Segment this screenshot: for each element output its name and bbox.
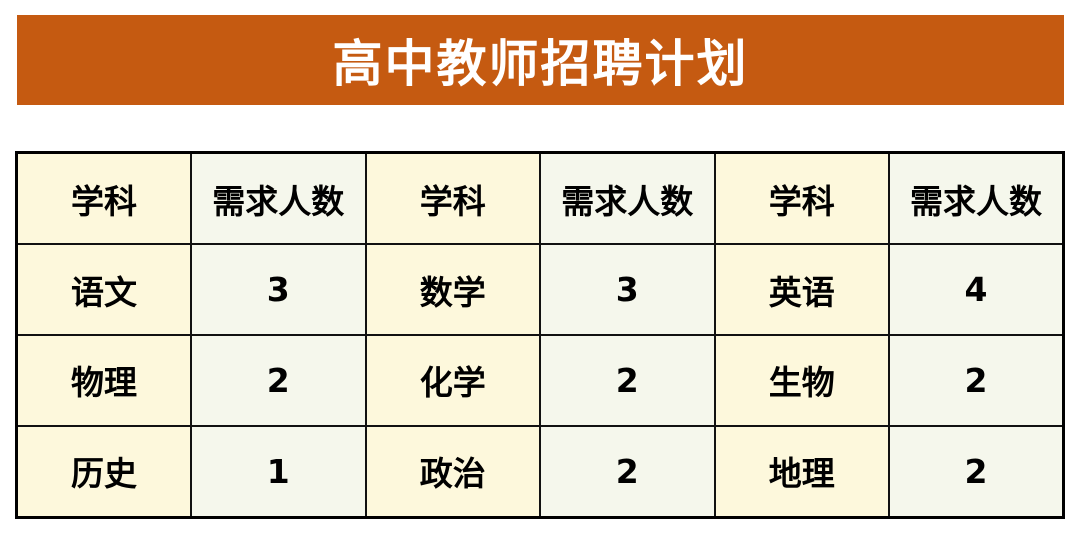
subject-cell: 物理 [15, 333, 192, 427]
subject-cell: 化学 [364, 333, 541, 427]
table-row: 历史 1 政治 2 地理 2 [15, 424, 1065, 519]
subject-cell: 语文 [15, 243, 192, 336]
header-subject: 学科 [713, 151, 890, 246]
subject-cell: 地理 [713, 424, 890, 519]
table-row: 语文 3 数学 3 英语 4 [15, 243, 1065, 336]
header-count: 需求人数 [888, 151, 1065, 246]
count-cell: 3 [539, 243, 716, 336]
count-cell: 4 [888, 243, 1065, 336]
subject-cell: 政治 [364, 424, 541, 519]
title-banner: 高中教师招聘计划 [17, 15, 1064, 105]
header-subject: 学科 [364, 151, 541, 246]
recruitment-table: 学科 需求人数 学科 需求人数 学科 需求人数 语文 3 数学 3 英语 4 物… [15, 151, 1065, 519]
count-cell: 3 [190, 243, 367, 336]
count-cell: 2 [539, 333, 716, 427]
count-cell: 2 [539, 424, 716, 519]
subject-cell: 生物 [713, 333, 890, 427]
header-count: 需求人数 [190, 151, 367, 246]
header-subject: 学科 [15, 151, 192, 246]
count-cell: 2 [888, 333, 1065, 427]
table-header-row: 学科 需求人数 学科 需求人数 学科 需求人数 [15, 151, 1065, 246]
header-count: 需求人数 [539, 151, 716, 246]
page-title: 高中教师招聘计划 [332, 35, 749, 93]
count-cell: 2 [190, 333, 367, 427]
subject-cell: 英语 [713, 243, 890, 336]
count-cell: 1 [190, 424, 367, 519]
subject-cell: 历史 [15, 424, 192, 519]
subject-cell: 数学 [364, 243, 541, 336]
table-row: 物理 2 化学 2 生物 2 [15, 333, 1065, 427]
count-cell: 2 [888, 424, 1065, 519]
